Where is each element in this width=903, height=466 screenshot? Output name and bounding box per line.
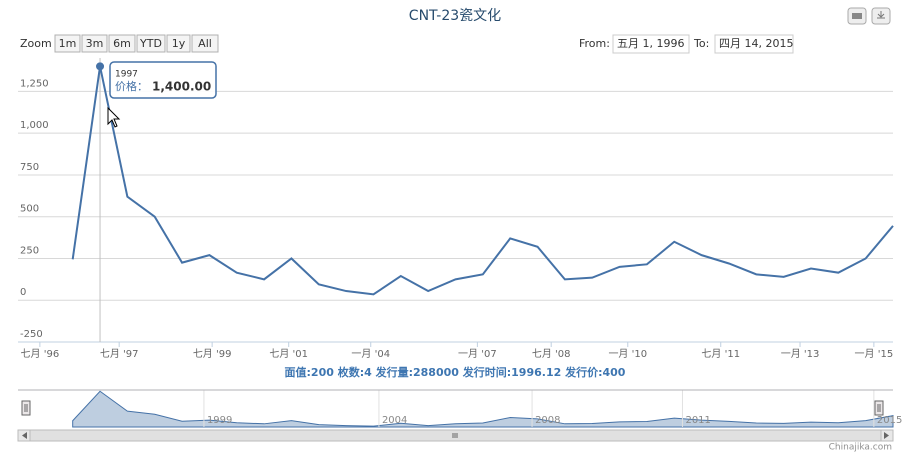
from-value[interactable]: 五月 1, 1996 <box>617 37 684 50</box>
navigator-tick-label: 2008 <box>535 415 560 426</box>
navigator-tick-label: 1999 <box>207 415 232 426</box>
print-icon <box>852 13 862 19</box>
zoom-button[interactable] <box>81 34 108 53</box>
navigator-tick-label: 2015 <box>877 415 902 426</box>
x-tick-label: 七月 '11 <box>701 348 740 360</box>
x-tick-label: 七月 '97 <box>100 348 139 360</box>
x-tick-label: 一月 '10 <box>608 348 647 360</box>
navigator-handle-right[interactable] <box>874 400 884 416</box>
zoom-button[interactable] <box>191 34 219 53</box>
zoom-button[interactable] <box>108 34 136 53</box>
x-tick-label: 一月 '07 <box>458 348 497 360</box>
y-tick-label: 1,250 <box>20 78 49 89</box>
from-input[interactable] <box>612 34 690 54</box>
navigator-tick-label: 2004 <box>382 415 407 426</box>
chart-title: CNT-23瓷文化 <box>409 8 501 24</box>
navigator-handle-left[interactable] <box>21 400 31 416</box>
y-tick-label: 500 <box>20 204 39 215</box>
export-icon <box>877 11 885 19</box>
x-tick-label: 七月 '99 <box>193 348 232 360</box>
tooltip-title: 1997 <box>115 70 138 80</box>
x-tick-label: 一月 '04 <box>351 348 390 360</box>
zoom-button-label[interactable]: 1y <box>172 37 186 50</box>
scroll-right-arrow <box>884 432 889 439</box>
credits[interactable]: Chinajika.com <box>829 443 892 453</box>
tooltip-value: 1,400.00 <box>152 80 211 94</box>
zoom-button-label[interactable]: 3m <box>86 37 104 50</box>
zoom-button-label[interactable]: 1m <box>59 37 77 50</box>
scrollbar-grip <box>452 433 458 438</box>
y-tick-label: 0 <box>20 287 26 298</box>
tooltip-box <box>109 61 217 99</box>
to-label: To: <box>693 37 709 50</box>
navigator-bg <box>18 390 893 427</box>
x-tick-label: 七月 '08 <box>532 348 571 360</box>
y-tick-label: 750 <box>20 162 39 173</box>
zoom-button-label[interactable]: 6m <box>113 37 131 50</box>
hover-marker <box>96 62 105 71</box>
cursor-arrow <box>107 106 121 128</box>
zoom-button[interactable] <box>136 34 166 53</box>
to-value[interactable]: 四月 14, 2015 <box>719 37 793 50</box>
navigator-tick-label: 2011 <box>685 415 710 426</box>
x-tick-label: 一月 '15 <box>855 348 894 360</box>
zoom-button-label[interactable]: YTD <box>139 37 162 50</box>
zoom-button[interactable] <box>54 34 81 53</box>
to-input[interactable] <box>714 34 794 54</box>
y-tick-label: 250 <box>20 245 39 256</box>
navigator-area <box>72 390 894 428</box>
y-tick-label: -250 <box>20 329 43 340</box>
y-tick-label: 1,000 <box>20 120 49 131</box>
price-line <box>71 66 894 296</box>
scroll-left-arrow <box>22 432 27 439</box>
x-tick-label: 一月 '13 <box>781 348 820 360</box>
x-tick-label: 七月 '01 <box>269 348 308 360</box>
zoom-button-label[interactable]: All <box>198 37 212 50</box>
zoom-label: Zoom <box>20 37 52 50</box>
tooltip-label: 价格： <box>115 79 148 93</box>
from-label: From: <box>579 37 610 50</box>
chart-subtitle: 面值:200 枚数:4 发行量:288000 发行时间:1996.12 发行价:… <box>285 365 626 379</box>
zoom-button[interactable] <box>166 34 191 53</box>
x-tick-label: 七月 '96 <box>21 348 60 360</box>
